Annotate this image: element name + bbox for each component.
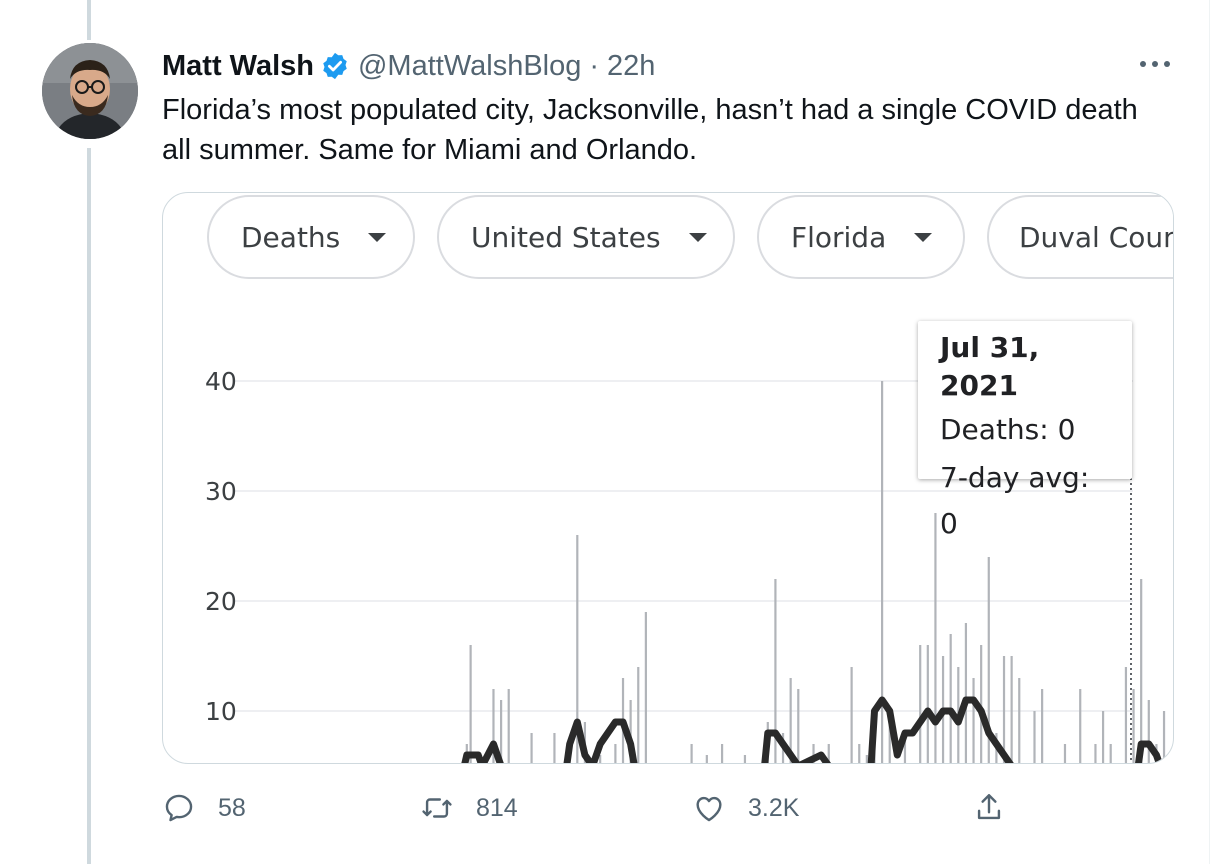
share-button[interactable] (972, 786, 1006, 830)
state-filter-label: Florida (791, 220, 887, 254)
verified-badge-icon (323, 52, 347, 80)
retweet-count: 814 (476, 793, 518, 822)
avg-line (1135, 740, 1163, 763)
reply-button[interactable]: 58 (162, 786, 246, 830)
chart-tooltip: Jul 31, 2021 Deaths: 0 7-day avg: 0 (918, 321, 1132, 540)
chevron-down-icon (914, 232, 933, 242)
heart-icon (696, 796, 722, 822)
tooltip-deaths: Deaths: 0 (940, 413, 1076, 446)
retweet-icon (422, 798, 452, 818)
like-count: 3.2K (748, 793, 800, 822)
avg-line (761, 729, 831, 763)
metric-filter-dropdown[interactable]: Deaths (207, 195, 415, 279)
county-filter-label: Duval Coun (1019, 220, 1174, 254)
avg-line (563, 718, 638, 763)
country-filter-dropdown[interactable]: United States (437, 195, 735, 279)
separator-dot: · (589, 49, 600, 82)
y-tick-label: 20 (205, 587, 237, 616)
tweet-text: Florida’s most populated city, Jacksonvi… (162, 94, 1138, 166)
tweet-time[interactable]: 22h (607, 49, 656, 82)
tweet-actions: 58 814 3.2K (162, 786, 1062, 830)
author-handle[interactable]: @MattWalshBlog (357, 49, 582, 82)
y-tick-label: 30 (205, 477, 237, 506)
state-filter-dropdown[interactable]: Florida (757, 195, 965, 279)
reply-count: 58 (218, 793, 246, 822)
country-filter-label: United States (471, 220, 661, 254)
avg-line (867, 696, 1014, 763)
more-options-icon[interactable] (1140, 52, 1170, 76)
thread-line-bottom (87, 148, 91, 864)
avg-line (461, 740, 504, 763)
y-tick-label: 10 (205, 697, 237, 726)
avatar-image (42, 43, 138, 139)
retweet-button[interactable]: 814 (420, 786, 518, 830)
county-filter-dropdown[interactable]: Duval Coun (987, 195, 1174, 279)
y-tick-label: 40 (205, 367, 237, 396)
author-name[interactable]: Matt Walsh (162, 49, 314, 82)
chevron-down-icon (688, 232, 707, 242)
tooltip-date: Jul 31, 2021 (940, 331, 1040, 402)
like-button[interactable]: 3.2K (692, 786, 799, 830)
reply-icon (165, 794, 193, 822)
metric-filter-label: Deaths (241, 220, 341, 254)
media-card[interactable]: 40 30 20 10 Deaths United States Florida Du… (162, 192, 1174, 764)
chevron-down-icon (368, 232, 387, 242)
share-icon (977, 794, 1001, 820)
thread-line-top (87, 0, 91, 40)
tweet-header: Matt Walsh @MattWalshBlog · 22h (162, 46, 655, 86)
tooltip-avg: 7-day avg: 0 (940, 461, 1090, 540)
avatar[interactable] (42, 43, 138, 139)
